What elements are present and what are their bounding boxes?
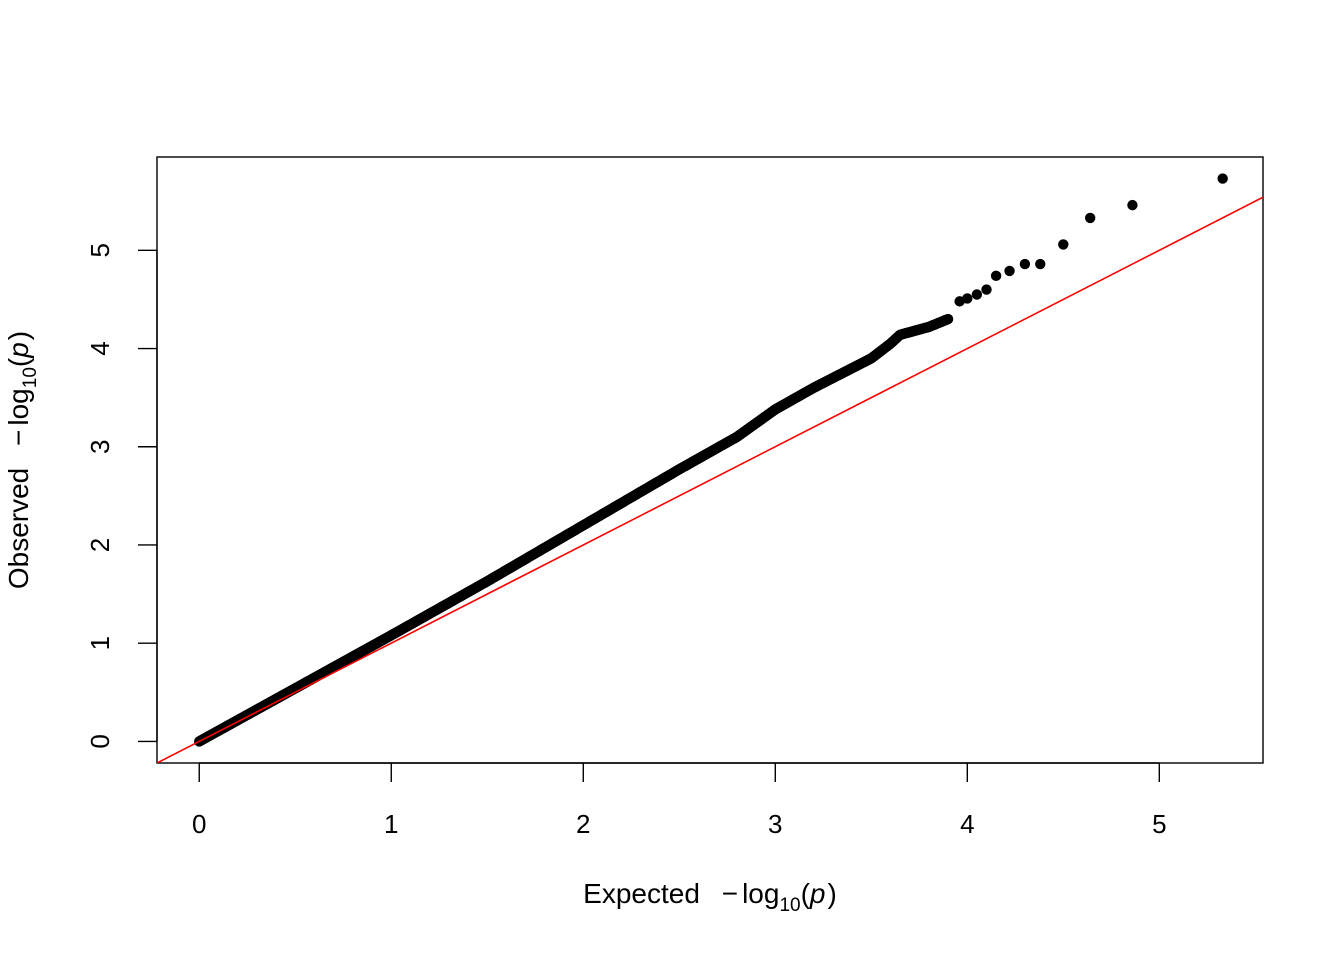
x-tick-label: 3	[768, 809, 782, 839]
data-point	[981, 284, 992, 295]
y-axis-label-prefix: Observed	[3, 468, 34, 589]
y-tick-label: 3	[85, 440, 115, 454]
data-point	[971, 289, 983, 300]
y-axis-label-log: log	[3, 388, 34, 425]
data-point	[1004, 265, 1015, 277]
x-tick-label: 1	[384, 809, 398, 839]
data-point	[990, 270, 1002, 282]
y-axis-label-minus: −	[3, 430, 34, 446]
y-tick-label: 4	[85, 341, 115, 355]
y-axis-label: Observed − log10(p)	[3, 331, 41, 589]
data-point	[1019, 258, 1031, 270]
x-axis-label-log: log	[742, 878, 779, 909]
y-axis-label-sub: 10	[20, 367, 41, 388]
y-axis-label-var: p	[3, 342, 34, 359]
x-axis: 0 1 2 3 4 5	[192, 762, 1167, 839]
x-axis-label: Expected − log10(p)	[583, 878, 837, 916]
y-axis-label-open: (	[3, 357, 34, 367]
y-tick-label: 1	[85, 636, 115, 650]
y-tick-label: 0	[85, 734, 115, 748]
x-axis-label-sub: 10	[779, 895, 800, 916]
x-tick-label: 4	[960, 809, 974, 839]
y-axis: 0 1 2 3 4 5	[85, 243, 158, 749]
x-tick-label: 0	[192, 809, 206, 839]
data-points	[194, 173, 1228, 747]
data-point	[942, 313, 954, 325]
data-point	[1058, 239, 1069, 250]
data-point	[1035, 258, 1046, 270]
x-tick-label: 5	[1152, 809, 1166, 839]
data-point	[962, 293, 973, 304]
data-point	[1217, 173, 1228, 184]
reference-line	[157, 196, 1263, 763]
y-axis-label-close: )	[3, 331, 34, 340]
data-point	[1084, 212, 1096, 224]
x-axis-label-open: (	[801, 878, 811, 909]
x-axis-label-minus: −	[722, 878, 738, 909]
data-point	[1127, 199, 1138, 211]
reference-line-layer	[157, 196, 1263, 763]
x-axis-label-close: )	[827, 878, 836, 909]
y-tick-label: 5	[85, 243, 115, 257]
x-axis-label-var: p	[809, 878, 826, 909]
x-axis-label-prefix: Expected	[583, 878, 700, 909]
x-tick-label: 2	[576, 809, 590, 839]
y-tick-label: 2	[85, 538, 115, 552]
